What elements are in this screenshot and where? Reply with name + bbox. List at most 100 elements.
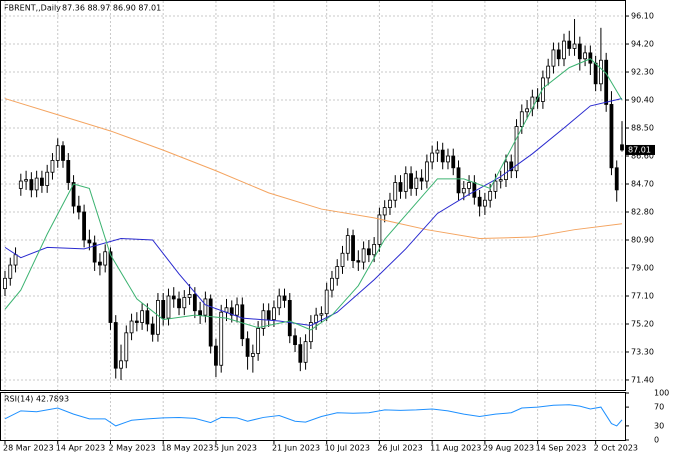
candle-body: [34, 177, 39, 191]
candle-body: [108, 251, 113, 323]
candle-body: [266, 310, 271, 320]
candle-body: [493, 180, 498, 192]
candle-body: [245, 338, 250, 357]
candle-body: [240, 304, 245, 340]
candle-body: [198, 310, 203, 316]
candle-body: [192, 294, 197, 312]
moving-average: [4, 98, 623, 326]
candle-body: [472, 182, 477, 198]
candle-body: [287, 300, 292, 337]
x-tick-label: 29 Aug 2023: [483, 444, 534, 453]
x-tick-label: 18 May 2023: [161, 444, 213, 453]
candle-body: [572, 43, 577, 49]
y-tick-label: 92.30: [631, 68, 654, 77]
y-tick-label: 75.20: [631, 319, 654, 328]
candle-body: [599, 59, 603, 85]
x-tick-label: 11 Aug 2023: [430, 444, 481, 453]
candle-body: [319, 313, 324, 316]
candle-body: [119, 360, 123, 369]
candle-body: [446, 155, 450, 163]
candle-body: [588, 52, 593, 64]
main-panel: [0, 0, 626, 391]
x-tick-label: 5 Jun 2023: [214, 444, 257, 453]
candle-body: [145, 310, 150, 325]
candle-body: [593, 62, 598, 85]
candle-body: [488, 190, 493, 201]
candle-body: [298, 344, 303, 363]
candle-body: [614, 167, 619, 191]
candle-body: [388, 199, 392, 208]
candle-body: [324, 289, 329, 315]
candle-body: [55, 145, 60, 161]
candle-body: [29, 179, 34, 191]
y-tick-label: 88.50: [631, 124, 654, 133]
candle-body: [461, 188, 466, 194]
candle-body: [92, 242, 97, 263]
candle-body: [609, 104, 614, 169]
last-price-box: [625, 144, 655, 155]
candle-body: [382, 207, 387, 216]
candle-body: [340, 252, 345, 267]
candle-body: [414, 177, 419, 189]
candle-body: [129, 320, 134, 334]
y-tick-label: 70: [654, 403, 664, 412]
candle-body: [467, 182, 471, 189]
candle-body: [509, 161, 514, 172]
y-tick-label: 73.30: [631, 347, 654, 356]
candle-body: [498, 179, 503, 182]
candle-body: [182, 297, 187, 309]
candle-body: [419, 177, 424, 182]
candle-body: [124, 332, 129, 362]
candle-body: [161, 300, 166, 319]
candle-body: [3, 277, 7, 290]
y-tick-label: 80.90: [631, 235, 654, 244]
y-tick-label: 100: [654, 389, 669, 398]
candle-body: [166, 295, 171, 319]
x-tick-label: 14 Apr 2023: [56, 444, 105, 453]
candle-body: [456, 167, 461, 194]
y-tick-label: 86.60: [631, 152, 654, 161]
y-tick-label: 84.70: [631, 180, 654, 189]
moving-average: [4, 98, 623, 240]
candle-body: [567, 40, 572, 49]
candle-body: [514, 126, 519, 172]
x-tick-label: 2 May 2023: [108, 444, 155, 453]
candle-body: [435, 149, 440, 154]
candle-body: [546, 65, 551, 79]
candle-body: [250, 353, 255, 357]
candle-body: [66, 160, 71, 183]
chart-subtitle: 87.36 88.97 86.90 87.01: [62, 4, 161, 13]
candle-body: [356, 260, 361, 263]
candle-body: [440, 149, 445, 163]
candle-body: [519, 111, 524, 127]
candle-body: [604, 59, 609, 105]
candle-body: [577, 43, 582, 60]
candle-body: [366, 248, 371, 256]
candle-body: [409, 173, 413, 189]
y-tick-label: 77.10: [631, 291, 654, 300]
candle-body: [219, 311, 224, 366]
candle-body: [477, 196, 482, 207]
candle-body: [61, 145, 65, 161]
candle-body: [562, 40, 566, 60]
last-price-label: 87.01: [628, 145, 651, 154]
candle-body: [150, 323, 155, 335]
candle-body: [13, 254, 18, 266]
y-tick-label: 82.80: [631, 208, 654, 217]
x-tick-label: 26 Jul 2023: [377, 444, 422, 453]
candle-body: [113, 322, 118, 369]
candle-body: [345, 235, 350, 254]
candle-body: [156, 300, 160, 335]
x-tick-label: 14 Sep 2023: [536, 444, 587, 453]
y-tick-label: 94.20: [631, 40, 654, 49]
candle-body: [372, 244, 377, 256]
candle-body: [8, 264, 13, 279]
candle-body: [540, 77, 545, 102]
candle-body: [430, 152, 435, 163]
chart-title: FBRENT,,Daily: [4, 4, 61, 13]
y-tick-label: 71.40: [631, 375, 654, 384]
candle-body: [293, 335, 297, 346]
candle-body: [272, 307, 276, 320]
rsi-title: RSI(14) 42.7893: [4, 395, 69, 404]
